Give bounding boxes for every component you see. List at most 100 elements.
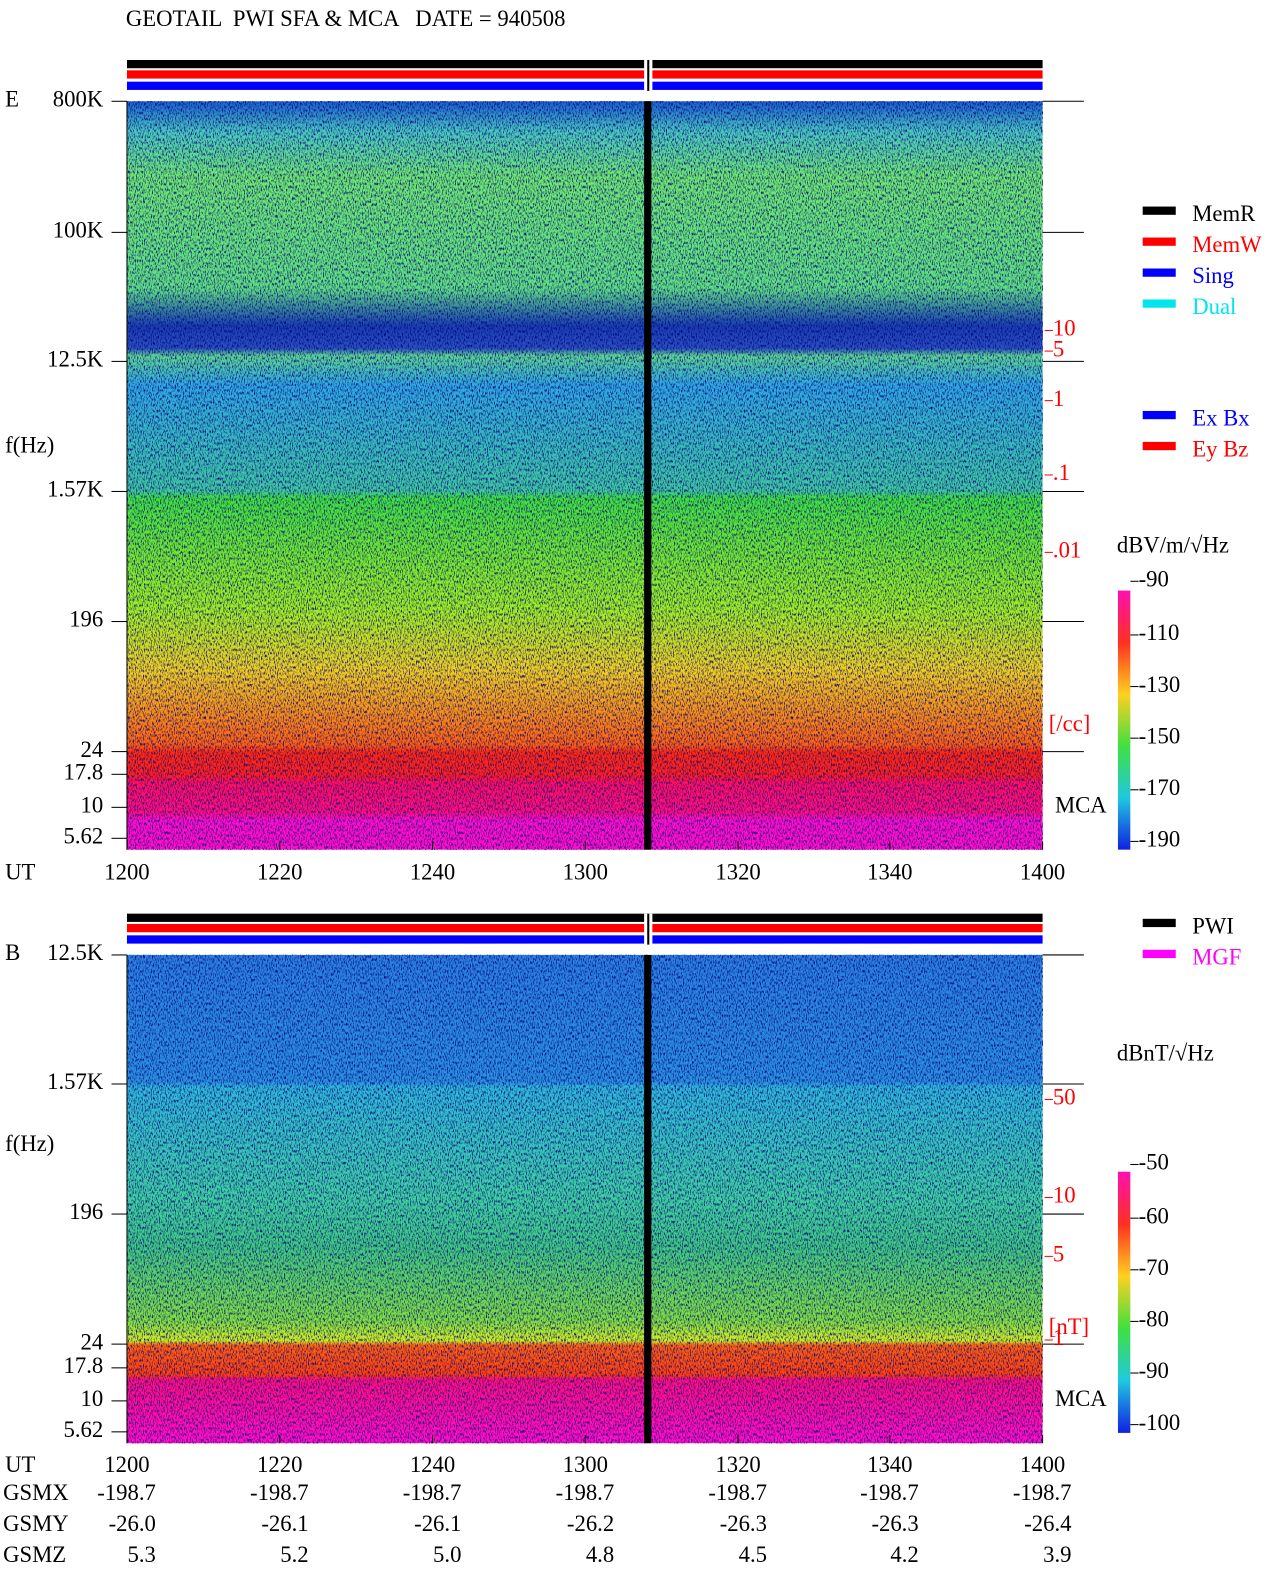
orbit-value: -26.0 [109, 1511, 156, 1536]
legend-label: MemW [1192, 232, 1262, 257]
legend-label: MemR [1192, 201, 1256, 226]
orbit-value: -198.7 [97, 1480, 156, 1505]
x-tick-label: 1200 [104, 1452, 149, 1477]
orbit-value: -26.2 [567, 1511, 614, 1536]
spectrogram-texture [126, 101, 1043, 850]
orbit-value: 3.9 [1043, 1542, 1071, 1567]
x-tick-label: 1340 [867, 860, 912, 885]
orbit-label: GSMX [3, 1480, 69, 1505]
colorbar-tick-label: -50 [1139, 1150, 1169, 1175]
status-bar [126, 913, 1043, 922]
density-tick-label: 1 [1053, 1325, 1064, 1350]
orbit-value: -198.7 [403, 1480, 462, 1505]
legend-swatch [1142, 268, 1176, 277]
x-tick-label: 1400 [1020, 860, 1065, 885]
density-tick-label: 10 [1053, 316, 1076, 341]
orbit-value: 4.5 [739, 1542, 767, 1567]
x-tick-label: 1320 [715, 1452, 760, 1477]
y-tick-label: 5.62 [64, 824, 104, 849]
legend-swatch [1142, 410, 1176, 420]
orbit-label: GSMZ [3, 1542, 66, 1567]
x-tick-label: 1240 [410, 1452, 455, 1477]
y-axis-label: f(Hz) [5, 1131, 54, 1156]
orbit-value: 5.0 [433, 1542, 461, 1567]
y-tick-label: 800K [53, 86, 104, 111]
legend-swatch [1142, 441, 1176, 451]
colorbar-tick-label: -80 [1139, 1307, 1169, 1332]
status-bar [126, 935, 1043, 944]
orbit-value: 5.3 [128, 1542, 156, 1567]
colorbar-tick-label: -90 [1139, 566, 1169, 591]
legend-swatch [1142, 206, 1176, 215]
colorbar-tick-label: -130 [1139, 672, 1181, 697]
spectrogram-texture [126, 954, 1043, 1444]
y-axis-label: f(Hz) [5, 432, 54, 457]
colorbar-tick-label: -150 [1139, 723, 1181, 748]
status-bar [126, 923, 1043, 933]
orbit-label: GSMY [3, 1511, 69, 1536]
data-gap [644, 101, 652, 850]
panel-label: E [5, 86, 19, 111]
y-tick-label: 24 [81, 737, 104, 762]
orbit-value: 4.8 [586, 1542, 614, 1567]
y-tick-label: 196 [69, 607, 103, 632]
legend-label: Dual [1192, 294, 1236, 319]
title: GEOTAIL PWI SFA & MCA DATE = 940508 [126, 6, 566, 31]
density-tick-label: 5 [1053, 336, 1064, 361]
x-tick-label: 1300 [563, 860, 608, 885]
orbit-value: -26.1 [414, 1511, 461, 1536]
panel-label: B [5, 940, 20, 965]
density-unit: [nT] [1049, 1314, 1089, 1339]
y-tick-label: 5.62 [64, 1417, 104, 1442]
legend-label: Ex Bx [1192, 405, 1250, 430]
legend-swatch [1142, 299, 1176, 308]
orbit-value: -198.7 [860, 1480, 919, 1505]
status-gap-line [647, 59, 650, 91]
x-tick-label: 1340 [867, 1452, 912, 1477]
status-gap-line [647, 913, 650, 945]
x-tick-label: 1240 [410, 860, 455, 885]
y-tick-label: 100K [53, 218, 104, 243]
colorbar-label: dBnT/√Hz [1117, 1040, 1214, 1065]
x-tick-label: 1320 [715, 860, 760, 885]
y-tick-label: 1.57K [47, 477, 104, 502]
legend-swatch [1142, 949, 1176, 959]
y-tick-label: 10 [81, 793, 104, 818]
colorbar-tick-label: -170 [1139, 775, 1181, 800]
density-unit: [/cc] [1049, 711, 1091, 736]
density-tick-label: 1 [1053, 386, 1064, 411]
status-bar [126, 59, 1043, 69]
colorbar-tick-label: -100 [1139, 1410, 1181, 1435]
orbit-value: -198.7 [708, 1480, 767, 1505]
x-axis-label: UT [5, 860, 35, 885]
y-tick-label: 10 [81, 1386, 104, 1411]
orbit-value: -26.1 [261, 1511, 308, 1536]
y-tick-label: 17.8 [64, 760, 104, 785]
y-tick-label: 12.5K [47, 940, 104, 965]
y-tick-label: 12.5K [47, 347, 104, 372]
x-tick-label: 1300 [563, 1452, 608, 1477]
y-tick-label: 1.57K [47, 1069, 104, 1094]
data-gap [644, 954, 652, 1444]
density-tick-label: 5 [1053, 1242, 1064, 1267]
colorbar-tick-label: -90 [1139, 1358, 1169, 1383]
mca-label: MCA [1055, 1386, 1107, 1411]
colorbar [1117, 1171, 1131, 1433]
legend-label: MGF [1192, 944, 1241, 969]
colorbar-tick-label: -60 [1139, 1203, 1169, 1228]
colorbar-tick-label: -70 [1139, 1255, 1169, 1280]
colorbar [1117, 590, 1131, 850]
legend-swatch [1142, 237, 1176, 246]
x-tick-label: 1400 [1020, 1452, 1065, 1477]
legend-label: PWI [1192, 913, 1234, 938]
density-tick-label: .1 [1053, 460, 1070, 485]
colorbar-label: dBV/m/√Hz [1117, 532, 1229, 557]
x-tick-label: 1200 [104, 860, 149, 885]
colorbar-tick-label: -190 [1139, 827, 1181, 852]
orbit-value: 5.2 [280, 1542, 308, 1567]
x-axis-label: UT [5, 1452, 35, 1477]
colorbar-tick-label: -110 [1139, 620, 1180, 645]
status-bar [126, 81, 1043, 90]
y-tick-label: 196 [69, 1199, 103, 1224]
